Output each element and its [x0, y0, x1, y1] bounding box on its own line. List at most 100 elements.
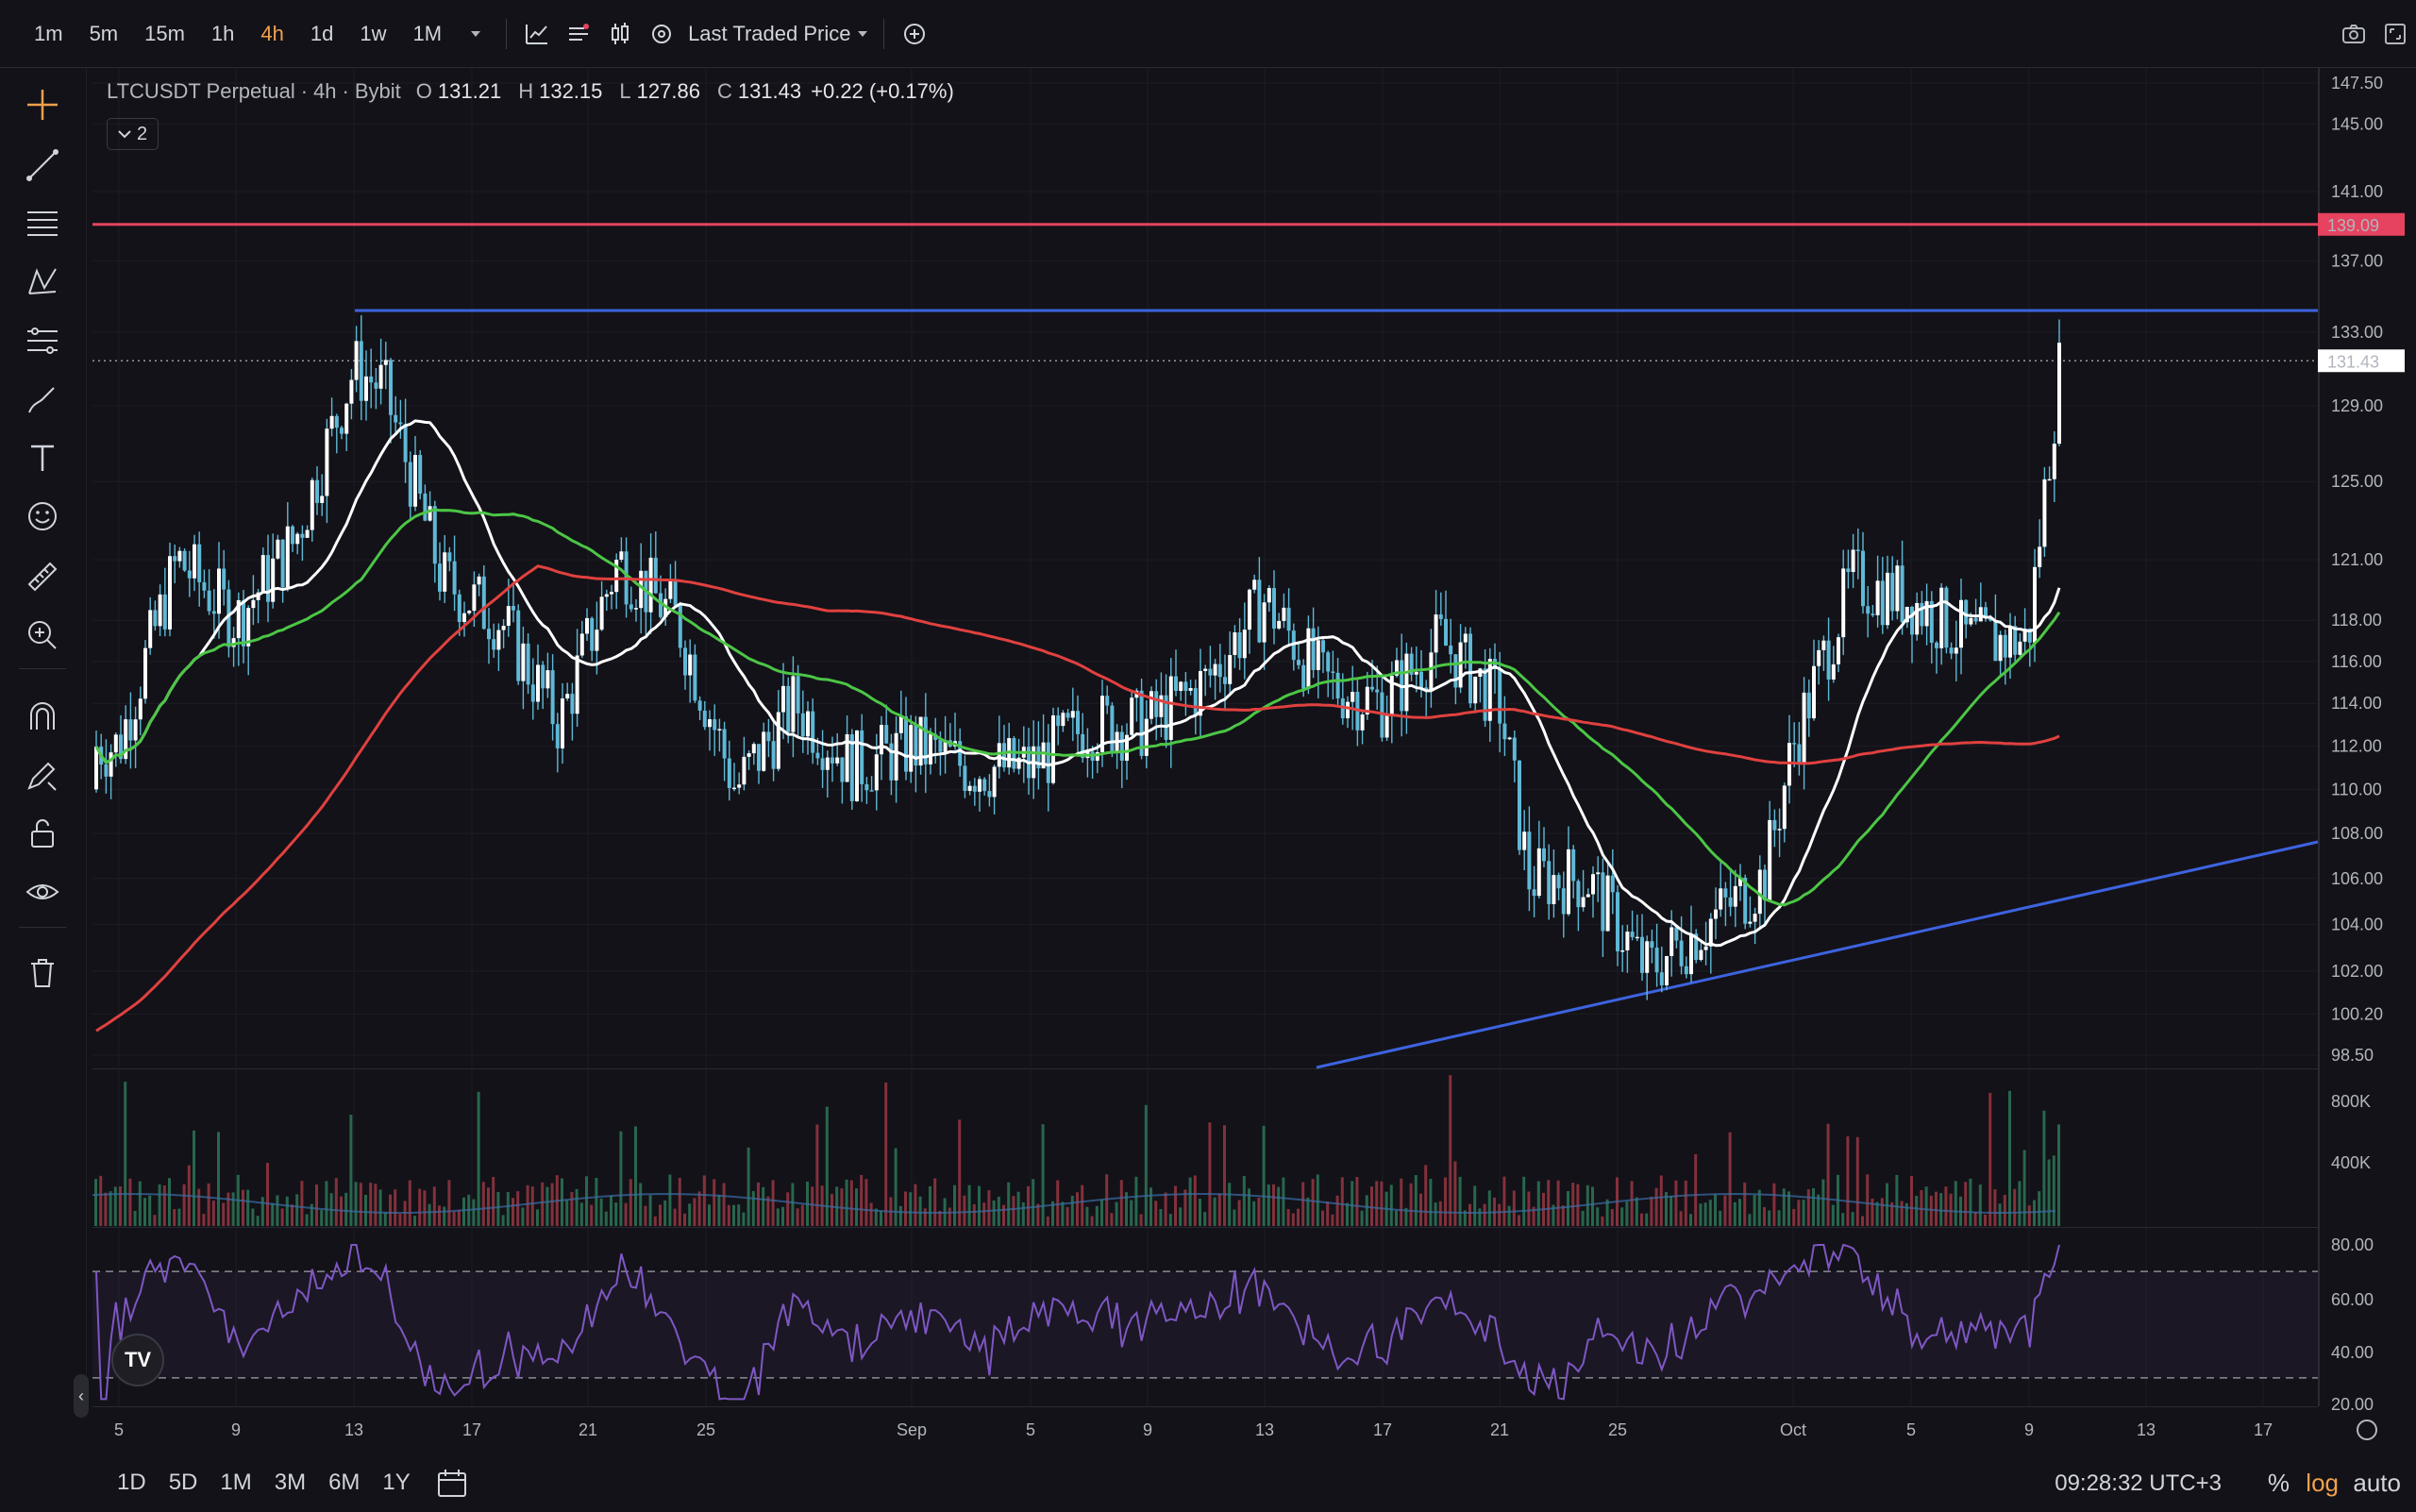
fib-retracement-icon[interactable] [21, 202, 64, 245]
go-to-date-calendar-icon[interactable] [431, 1462, 473, 1504]
legend-dot: · [300, 79, 309, 103]
range-5d[interactable]: 5D [168, 1470, 198, 1495]
timeframe-4h[interactable]: 4h [260, 21, 284, 45]
candle [766, 731, 771, 742]
timeframe-1h[interactable]: 1h [210, 21, 235, 45]
candle [1547, 861, 1552, 904]
candle [1728, 897, 1733, 907]
legend-symbol[interactable]: LTCUSDT Perpetual [107, 79, 295, 103]
candle [1777, 829, 1782, 831]
timeframe-1m[interactable]: 1m [34, 21, 63, 45]
candle [133, 719, 138, 741]
candles-icon[interactable] [599, 13, 641, 55]
candle [320, 496, 325, 503]
log-scale-toggle[interactable]: log [2306, 1469, 2339, 1497]
volume-bar [1763, 1207, 1766, 1226]
indicators-collapse-toggle[interactable]: 2 [107, 118, 159, 150]
crosshair-icon[interactable] [21, 83, 64, 126]
candle [1149, 691, 1153, 719]
range-1d[interactable]: 1D [117, 1470, 146, 1495]
volume-bar [501, 1215, 505, 1226]
volume-bar [1483, 1203, 1486, 1226]
ruler-icon[interactable] [21, 555, 64, 598]
magnet-icon[interactable] [21, 695, 64, 738]
auto-scale-toggle[interactable]: auto [2353, 1469, 2401, 1497]
candle [1002, 743, 1006, 768]
candle [2038, 546, 2042, 567]
trendline-icon[interactable] [21, 143, 64, 187]
timeframe-dropdown-icon[interactable] [455, 13, 496, 55]
volume-bar [1262, 1125, 1266, 1226]
volume-bar [697, 1191, 701, 1226]
volume-bar [162, 1184, 166, 1226]
eye-icon[interactable] [21, 870, 64, 914]
forecast-icon[interactable] [21, 319, 64, 362]
candle [1890, 572, 1895, 612]
volume-bar [590, 1204, 594, 1226]
emoji-icon[interactable] [21, 495, 64, 538]
volume-bar [786, 1192, 790, 1226]
volume-bar [1512, 1190, 1516, 1226]
volume-bar [99, 1175, 103, 1226]
brush-icon[interactable] [21, 378, 64, 421]
candle [1351, 692, 1355, 702]
range-6m[interactable]: 6M [328, 1470, 361, 1495]
camera-icon[interactable] [2333, 13, 2374, 55]
candle [1041, 742, 1046, 769]
range-3m[interactable]: 3M [274, 1470, 307, 1495]
candle [251, 599, 256, 609]
indicators-icon[interactable] [558, 13, 599, 55]
range-1m[interactable]: 1M [220, 1470, 252, 1495]
percent-scale-toggle[interactable]: % [2267, 1469, 2290, 1497]
volume-bar [276, 1195, 279, 1226]
candle [1733, 885, 1737, 907]
volume-bar [668, 1174, 672, 1226]
price-source-select[interactable]: Last Traded Price [688, 21, 851, 45]
fullscreen-icon[interactable] [2374, 13, 2416, 55]
timeframe-1d[interactable]: 1d [310, 21, 334, 45]
volume-bar [1851, 1212, 1854, 1226]
candle [1498, 668, 1502, 724]
volume-bar [811, 1186, 814, 1226]
candle [148, 610, 153, 648]
price-chart[interactable]: 147.50 145.00 141.00 137.00 133.00 129.00 125.… [0, 0, 2416, 1453]
time-axis-settings-icon[interactable] [2357, 1420, 2377, 1440]
candle [1174, 676, 1178, 692]
timeframe-15m[interactable]: 15m [144, 21, 185, 45]
candle [781, 685, 785, 713]
volume-bar [94, 1179, 97, 1226]
volume-bar [874, 1208, 878, 1226]
timeframe-1M[interactable]: 1M [412, 21, 443, 45]
settings-gear-icon[interactable] [641, 13, 682, 55]
clock[interactable]: 09:28:32 UTC+3 [2055, 1470, 2222, 1496]
trash-icon[interactable] [21, 951, 64, 995]
drawing-mode-icon[interactable] [21, 753, 64, 797]
price-axis-border [2318, 68, 2320, 1406]
text-icon[interactable] [21, 436, 64, 479]
candle [737, 784, 742, 788]
range-1y[interactable]: 1Y [382, 1470, 411, 1495]
volume-bar [182, 1184, 186, 1226]
volume-bar [663, 1200, 667, 1226]
volume-bar [1871, 1198, 1874, 1226]
candle [516, 610, 521, 681]
add-symbol-icon[interactable] [894, 13, 935, 55]
candle [1130, 697, 1134, 735]
collapse-toolbar-chevron-icon[interactable]: ‹ [74, 1374, 89, 1418]
volume-bar [447, 1180, 451, 1226]
timeframe-5m[interactable]: 5m [89, 21, 119, 45]
zoom-in-icon[interactable] [21, 613, 64, 657]
volume-bar [1502, 1176, 1506, 1226]
pattern-icon[interactable] [21, 260, 64, 304]
candle [1414, 671, 1418, 675]
ascending-trendline[interactable] [1316, 840, 2319, 1069]
lock-icon[interactable] [21, 812, 64, 855]
volume-bar [521, 1207, 525, 1226]
timeframe-1w[interactable]: 1w [360, 21, 387, 45]
candle [1223, 677, 1227, 684]
candle [1384, 715, 1389, 738]
chart-type-icon[interactable] [516, 13, 558, 55]
volume-bar [443, 1206, 446, 1226]
volume-bar [1620, 1207, 1624, 1226]
price-source-dropdown-icon[interactable] [851, 13, 874, 55]
